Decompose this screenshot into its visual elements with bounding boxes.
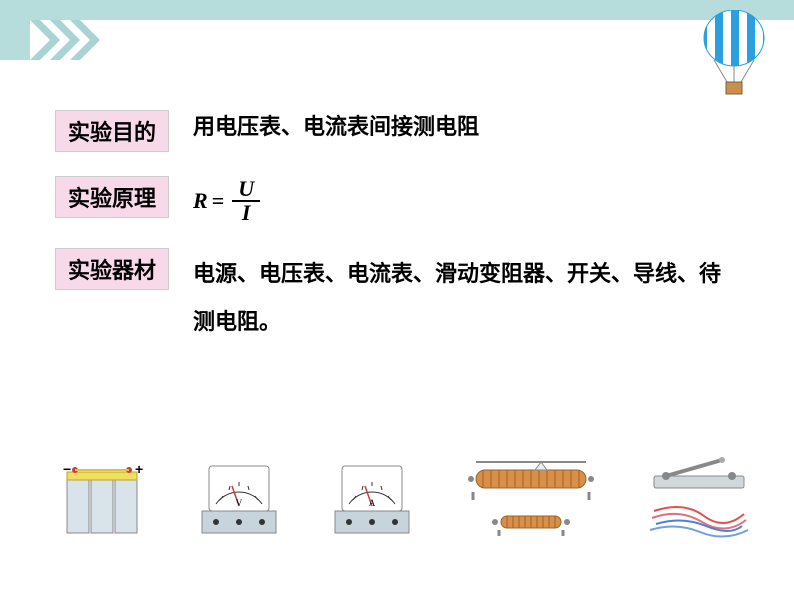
content-area: 实验目的 用电压表、电流表间接测电阻 实验原理 R = U I 实验器材 电源、… [55,110,739,371]
principle-row: 实验原理 R = U I [55,176,739,224]
formula-fraction: U I [232,178,260,224]
power-source-icon: − + [55,456,150,541]
formula-I: I [236,202,257,224]
apparatus-label: 实验器材 [55,248,169,290]
switch-icon [644,454,754,494]
apparatus-row: 实验器材 电源、电压表、电流表、滑动变阻器、开关、导线、待测电阻。 [55,248,739,347]
principle-label: 实验原理 [55,176,169,218]
formula-R: R [193,188,208,214]
ammeter-icon: A [327,456,417,541]
balloon-icon [699,10,769,100]
apparatus-text: 电源、电压表、电流表、滑动变阻器、开关、导线、待测电阻。 [193,248,739,347]
voltmeter-icon: V [194,456,284,541]
svg-text:V: V [235,498,242,508]
rheostat-icon [461,452,601,502]
formula-eq: = [212,188,225,214]
wires-icon [644,496,754,541]
top-accent-bar [0,0,794,20]
resistor-icon [481,506,581,541]
formula-U: U [232,178,260,202]
switch-wires-group [644,454,754,541]
rheostat-group [461,452,601,541]
purpose-row: 实验目的 用电压表、电流表间接测电阻 [55,110,739,152]
equipment-illustrations: − + V A [55,452,754,541]
svg-text:A: A [369,498,376,508]
chevron-icon [0,20,120,60]
purpose-label: 实验目的 [55,110,169,152]
principle-formula: R = U I [193,176,260,224]
purpose-text: 用电压表、电流表间接测电阻 [193,110,479,143]
